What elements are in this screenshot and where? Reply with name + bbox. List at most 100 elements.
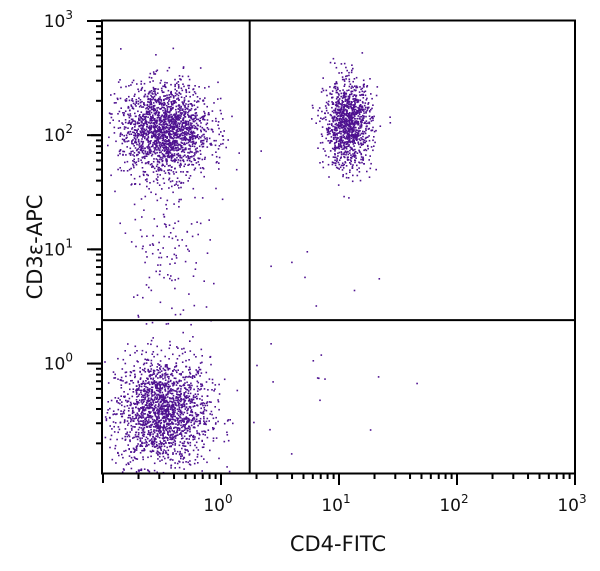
data-point (151, 163, 153, 165)
data-point (352, 113, 355, 116)
data-point (168, 178, 170, 181)
data-point (372, 119, 374, 122)
data-point (155, 158, 158, 160)
data-point (152, 435, 154, 438)
data-point (182, 309, 185, 311)
data-point (158, 452, 161, 454)
data-point (206, 122, 209, 125)
data-point (157, 372, 160, 374)
data-point (176, 427, 179, 429)
data-point (365, 136, 368, 139)
data-point (140, 412, 142, 415)
data-point (131, 141, 133, 143)
data-point (174, 390, 177, 392)
data-point (167, 115, 169, 117)
data-point (150, 386, 153, 389)
data-point (157, 436, 159, 438)
data-point (170, 130, 172, 132)
data-point (368, 135, 370, 137)
data-point (348, 135, 350, 138)
data-point (147, 343, 149, 345)
data-point (189, 95, 191, 98)
data-point (173, 382, 176, 385)
data-point (160, 256, 163, 259)
data-point (163, 153, 165, 156)
data-point (363, 112, 365, 114)
data-point (196, 124, 199, 126)
data-point (337, 126, 339, 128)
data-point (134, 147, 137, 149)
data-point (164, 118, 167, 120)
data-point (207, 429, 210, 431)
data-point (341, 126, 343, 129)
data-point (145, 351, 147, 354)
data-point (160, 158, 163, 161)
data-point (152, 145, 154, 147)
data-point (179, 420, 181, 422)
data-point (169, 106, 171, 108)
data-point (136, 134, 139, 137)
data-point (121, 401, 123, 403)
data-point (236, 389, 239, 392)
data-point (171, 411, 174, 414)
data-point (127, 410, 130, 412)
data-point (321, 110, 323, 113)
data-point (335, 82, 338, 84)
data-point (145, 134, 148, 136)
data-point (327, 128, 330, 130)
data-point (188, 78, 191, 81)
data-point (159, 424, 161, 427)
data-point (119, 399, 121, 401)
data-point (153, 133, 155, 135)
data-point (163, 104, 166, 106)
data-point (215, 422, 217, 424)
data-point (167, 152, 170, 155)
data-point (331, 101, 333, 103)
data-point (187, 132, 190, 134)
data-point (150, 370, 152, 372)
data-point (190, 419, 193, 422)
data-point (137, 314, 139, 317)
data-point (340, 135, 343, 138)
data-point (141, 106, 143, 108)
data-point (167, 130, 169, 133)
data-point (126, 140, 128, 143)
data-point (150, 117, 153, 120)
data-point (150, 128, 152, 131)
data-point (150, 130, 153, 133)
data-point (177, 94, 180, 97)
data-point (164, 412, 167, 415)
data-point (202, 404, 204, 407)
data-point (339, 103, 341, 105)
data-point (339, 136, 341, 138)
data-point (348, 145, 350, 147)
data-point (189, 388, 192, 391)
data-point (223, 440, 226, 443)
data-point (184, 106, 186, 109)
data-point (349, 83, 352, 85)
data-point (187, 120, 190, 123)
data-point (335, 111, 338, 113)
data-point (373, 145, 375, 147)
data-point (184, 124, 187, 126)
data-point (157, 155, 159, 157)
data-point (130, 167, 132, 170)
data-point (164, 165, 166, 168)
data-point (164, 401, 166, 404)
data-point (218, 457, 220, 460)
data-point (154, 420, 157, 422)
data-point (192, 275, 195, 277)
data-point (117, 426, 120, 428)
data-point (207, 389, 209, 391)
data-point (334, 153, 336, 155)
data-point (195, 356, 197, 358)
data-point (180, 433, 183, 435)
data-point (168, 100, 170, 102)
data-point (149, 81, 151, 83)
data-point (167, 402, 170, 404)
data-point (184, 134, 186, 136)
data-point (178, 99, 180, 101)
data-point (171, 115, 174, 118)
data-point (338, 72, 340, 74)
data-point (175, 134, 178, 137)
